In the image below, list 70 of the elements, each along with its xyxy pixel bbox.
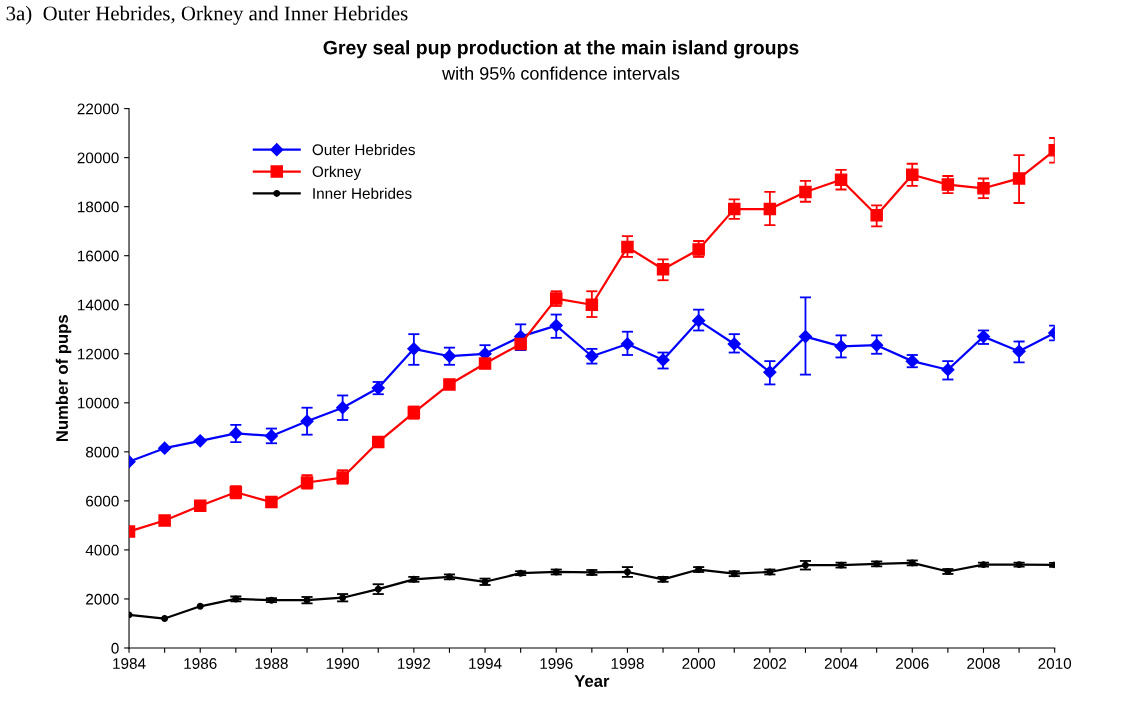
point bbox=[834, 173, 848, 186]
point bbox=[514, 337, 527, 351]
y-tick-label: 22000 bbox=[77, 103, 119, 115]
legend-label: Inner Hebrides bbox=[313, 187, 412, 199]
point bbox=[977, 182, 990, 195]
point bbox=[941, 178, 955, 191]
point bbox=[478, 357, 492, 370]
chart-title: Grey seal pup production at the main island groups bbox=[323, 40, 799, 59]
x-tick-label: 2004 bbox=[824, 658, 858, 669]
point bbox=[265, 495, 278, 509]
x-tick-label: 2000 bbox=[682, 658, 716, 669]
point bbox=[158, 441, 172, 455]
x-tick-label: 2002 bbox=[753, 658, 787, 669]
point bbox=[870, 338, 884, 352]
point bbox=[728, 202, 741, 216]
y-tick-label: 10000 bbox=[77, 397, 119, 409]
x-tick-label: 2010 bbox=[1038, 658, 1072, 669]
x-tick-label: 1996 bbox=[540, 658, 573, 669]
y-tick-label: 12000 bbox=[77, 348, 119, 360]
point bbox=[193, 499, 207, 513]
x-axis-title: Year bbox=[574, 675, 610, 687]
point bbox=[941, 363, 955, 377]
y-tick-label: 4000 bbox=[85, 544, 119, 556]
point bbox=[727, 337, 741, 351]
y-axis-title: Number of pups bbox=[55, 315, 72, 442]
x-tick-label: 2008 bbox=[967, 658, 1000, 669]
point bbox=[1012, 172, 1026, 185]
point bbox=[549, 318, 563, 333]
point bbox=[407, 342, 421, 356]
point bbox=[692, 314, 706, 328]
point bbox=[161, 615, 169, 623]
point bbox=[1012, 344, 1026, 358]
point bbox=[763, 202, 777, 216]
x-tick-label: 1984 bbox=[113, 658, 146, 669]
point bbox=[656, 262, 670, 276]
y-tick-label: 6000 bbox=[86, 495, 119, 507]
x-tick-label: 1986 bbox=[184, 658, 217, 669]
x-tick-label: 1988 bbox=[255, 658, 288, 669]
point bbox=[798, 330, 813, 344]
point bbox=[300, 414, 314, 428]
x-tick-label: 2006 bbox=[896, 658, 929, 669]
chart-subtitle: with 95% confidence intervals bbox=[442, 66, 680, 80]
y-tick-label: 0 bbox=[111, 642, 119, 654]
y-tick-label: 2000 bbox=[86, 593, 119, 605]
y-tick-label: 16000 bbox=[77, 250, 119, 262]
point bbox=[196, 602, 204, 610]
point bbox=[371, 435, 385, 449]
point bbox=[621, 240, 634, 254]
point bbox=[336, 401, 350, 415]
point bbox=[906, 168, 919, 182]
point bbox=[193, 434, 207, 448]
y-tick-label: 8000 bbox=[85, 446, 119, 458]
x-tick-label: 1992 bbox=[398, 658, 431, 669]
point bbox=[834, 339, 848, 354]
y-tick-label: 14000 bbox=[77, 299, 119, 311]
point bbox=[585, 298, 599, 311]
point bbox=[443, 378, 456, 391]
point bbox=[620, 337, 635, 351]
point bbox=[158, 514, 171, 527]
x-tick-label: 1998 bbox=[611, 658, 644, 669]
y-tick-label: 20000 bbox=[77, 152, 119, 164]
text: 3a) Outer Hebrides, Orkney and Inner Hebrides bbox=[6, 5, 408, 25]
legend-label: Orkney bbox=[312, 165, 362, 181]
point bbox=[870, 208, 883, 222]
point bbox=[763, 365, 777, 379]
y-tick-label: 18000 bbox=[77, 201, 119, 213]
point bbox=[799, 185, 812, 199]
x-tick-label: 1990 bbox=[326, 658, 360, 669]
x-tick-label: 1994 bbox=[469, 658, 502, 669]
legend-label: Outer Hebrides bbox=[312, 143, 415, 156]
